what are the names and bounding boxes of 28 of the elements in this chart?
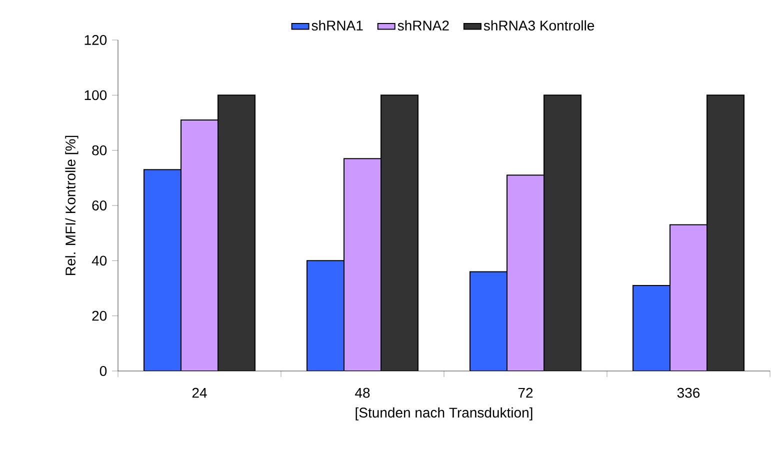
bar bbox=[144, 169, 182, 371]
y-tick-label: 80 bbox=[92, 145, 107, 156]
bar bbox=[544, 94, 582, 371]
bar bbox=[706, 94, 745, 371]
y-tick-label: 20 bbox=[92, 310, 107, 321]
bar bbox=[506, 174, 545, 371]
bar bbox=[218, 94, 256, 371]
y-axis-title: Rel. MFI/ Kontrolle [%] bbox=[65, 136, 78, 276]
legend-label: shRNA2 bbox=[398, 20, 449, 31]
legend-label: shRNA3 Kontrolle bbox=[484, 20, 594, 31]
bar bbox=[180, 119, 218, 371]
y-tick-label: 60 bbox=[92, 200, 107, 210]
y-tick-label: 0 bbox=[100, 366, 107, 376]
x-tick-label: 72 bbox=[518, 388, 533, 398]
x-tick-label: 48 bbox=[355, 388, 370, 398]
y-tick-label: 40 bbox=[92, 256, 107, 266]
bar bbox=[306, 260, 345, 371]
x-tick-label: 336 bbox=[677, 388, 700, 398]
bar bbox=[670, 224, 708, 371]
bar bbox=[380, 94, 419, 371]
y-tick-label: 100 bbox=[84, 90, 107, 100]
bar bbox=[470, 271, 508, 371]
bar bbox=[344, 158, 382, 371]
x-axis-title: [Stunden nach Transduktion] bbox=[356, 407, 532, 420]
y-tick-label: 120 bbox=[84, 35, 107, 45]
legend-label: shRNA1 bbox=[312, 20, 363, 31]
bar bbox=[632, 284, 671, 371]
x-tick-label: 24 bbox=[192, 388, 207, 398]
